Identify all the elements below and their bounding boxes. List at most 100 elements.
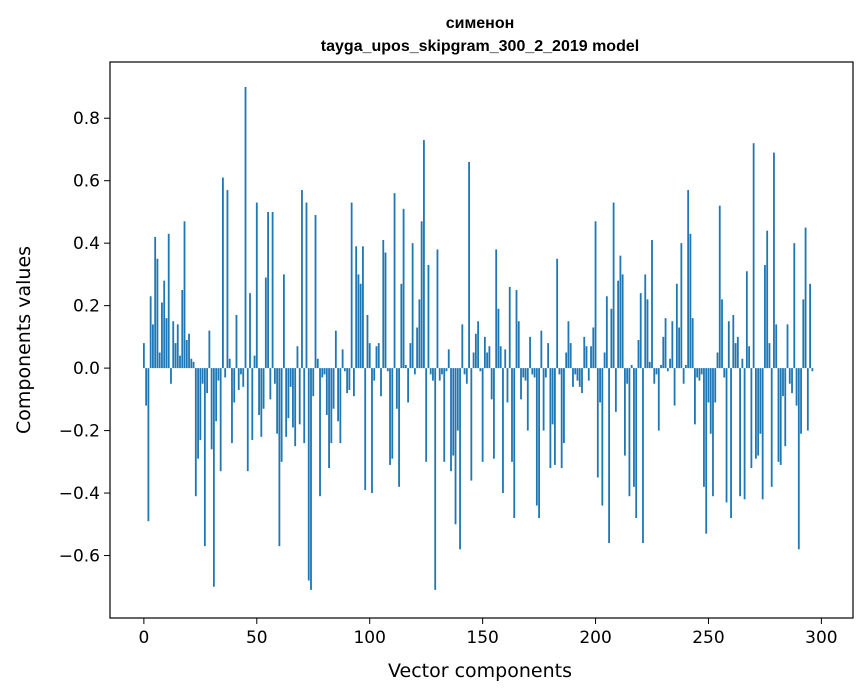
bar-188 xyxy=(567,321,570,369)
bar-149 xyxy=(479,368,482,372)
bar-9 xyxy=(163,280,166,369)
bar-183 xyxy=(556,258,559,369)
bar-278 xyxy=(770,368,773,487)
bar-47 xyxy=(249,293,251,369)
chart-subtitle: tayga_upos_skipgram_300_2_2019 model xyxy=(321,38,639,55)
bar-70 xyxy=(301,190,303,369)
y-axis-label: Components values xyxy=(13,246,35,434)
bar-136 xyxy=(450,368,452,472)
bar-72 xyxy=(305,202,308,369)
bar-46 xyxy=(246,368,249,472)
bar-177 xyxy=(542,368,545,431)
plot-area-frame xyxy=(109,61,854,619)
bar-223 xyxy=(646,299,649,369)
bar-118 xyxy=(409,343,412,369)
bar-79 xyxy=(321,368,324,378)
bar-102 xyxy=(373,368,376,381)
bar-126 xyxy=(427,265,430,369)
bar-231 xyxy=(664,318,667,369)
bar-87 xyxy=(339,368,342,444)
bar-276 xyxy=(766,230,769,369)
bar-216 xyxy=(630,364,633,369)
bar-8 xyxy=(161,302,163,369)
bar-201 xyxy=(596,368,599,478)
bar-98 xyxy=(364,368,367,490)
bar-146 xyxy=(472,352,475,369)
bar-200 xyxy=(594,221,597,369)
bar-158 xyxy=(499,346,502,369)
bar-272 xyxy=(757,368,760,456)
bar-214 xyxy=(626,368,629,384)
bar-192 xyxy=(576,368,579,381)
bar-236 xyxy=(675,283,678,369)
bar-182 xyxy=(553,368,556,465)
bar-257 xyxy=(723,368,726,378)
bar-162 xyxy=(508,286,511,369)
bar-65 xyxy=(289,368,292,387)
bar-100 xyxy=(368,343,371,369)
bar-179 xyxy=(547,343,550,369)
bar-113 xyxy=(398,368,400,487)
bar-159 xyxy=(502,368,504,494)
bar-181 xyxy=(551,368,554,425)
bar-36 xyxy=(224,368,227,378)
bar-39 xyxy=(231,368,233,444)
bar-252 xyxy=(712,368,714,497)
bar-35 xyxy=(222,177,224,369)
bar-166 xyxy=(517,321,520,369)
bar-91 xyxy=(348,368,351,390)
bar-37 xyxy=(226,190,229,369)
bar-135 xyxy=(447,349,450,369)
bar-215 xyxy=(628,368,631,497)
bar-92 xyxy=(350,202,353,369)
bar-251 xyxy=(709,368,712,434)
bar-14 xyxy=(174,343,177,369)
bar-217 xyxy=(633,368,635,487)
y-tick-label: −0.4 xyxy=(59,484,100,504)
bar-206 xyxy=(608,368,610,544)
bar-288 xyxy=(793,243,796,369)
bar-221 xyxy=(642,368,644,544)
bar-51 xyxy=(258,368,260,415)
bar-82 xyxy=(328,368,330,469)
bar-270 xyxy=(752,143,755,369)
bar-54 xyxy=(264,277,267,369)
x-axis: 0 50 100 150 200 250 300 xyxy=(138,618,838,648)
bar-67 xyxy=(294,368,297,447)
bar-174 xyxy=(535,368,538,506)
bar-259 xyxy=(727,321,730,369)
bar-144 xyxy=(468,161,470,369)
bar-268 xyxy=(748,346,751,369)
bar-155 xyxy=(493,368,495,459)
bar-147 xyxy=(474,333,477,369)
bar-95 xyxy=(357,274,360,369)
bar-267 xyxy=(745,271,748,369)
bar-241 xyxy=(687,190,690,369)
bar-227 xyxy=(655,368,658,375)
bar-121 xyxy=(416,327,419,369)
bar-285 xyxy=(786,324,789,369)
bar-6 xyxy=(156,258,159,369)
bar-1 xyxy=(145,368,148,406)
bar-254 xyxy=(716,352,719,369)
bar-40 xyxy=(233,368,236,403)
bar-225 xyxy=(651,240,653,369)
bar-269 xyxy=(750,368,753,469)
bar-263 xyxy=(736,336,739,369)
bar-63 xyxy=(285,368,288,437)
bar-226 xyxy=(653,368,656,384)
bar-219 xyxy=(637,340,640,369)
bar-93 xyxy=(353,368,355,397)
bar-120 xyxy=(413,368,416,375)
bar-246 xyxy=(698,368,701,381)
bar-190 xyxy=(572,368,574,387)
bar-170 xyxy=(526,368,529,431)
bar-61 xyxy=(280,368,283,462)
bar-115 xyxy=(402,208,405,369)
bar-247 xyxy=(700,368,703,375)
bar-151 xyxy=(483,336,486,369)
bar-277 xyxy=(768,343,771,369)
x-tick-label: 250 xyxy=(692,628,724,648)
bar-73 xyxy=(307,368,310,581)
